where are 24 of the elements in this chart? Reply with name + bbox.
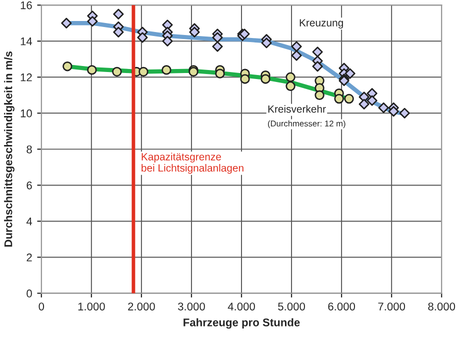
x-axis-title: Fahrzeuge pro Stunde (184, 318, 300, 329)
y-tick-label: 4 (26, 218, 32, 226)
y-axis-title: Durchschnittsgeschwindigkeit in m/s (4, 51, 14, 247)
series-label: Kreuzung (300, 19, 343, 29)
x-tick-label: 0 (38, 302, 44, 310)
x-tick-label: 2.000 (128, 302, 155, 310)
annotation: (Durchmesser: 12 m) (268, 120, 346, 128)
series-label: Kreisverkehr (268, 105, 326, 113)
y-tick-label: 8 (26, 145, 32, 154)
x-tick-label: 1.000 (78, 302, 105, 310)
x-tick-label: 3.000 (178, 302, 205, 310)
y-tick-label: 2 (26, 254, 32, 262)
x-tick-label: 5.000 (278, 302, 305, 310)
x-tick-label: 7.000 (378, 302, 406, 310)
y-tick-label: 10 (20, 109, 32, 118)
ref-line-label: Kapazitätsgrenze bei Lichtsignalanlagen (142, 152, 244, 174)
x-tick-label: 8.000 (428, 302, 456, 310)
x-tick-label: 6.000 (328, 302, 356, 310)
x-tick-label: 4.000 (228, 302, 255, 310)
y-tick-label: 12 (20, 73, 32, 82)
y-tick-label: 14 (20, 38, 32, 46)
y-tick-label: 6 (26, 181, 32, 190)
y-tick-label: 16 (20, 1, 32, 10)
y-tick-label: 0 (26, 290, 32, 298)
